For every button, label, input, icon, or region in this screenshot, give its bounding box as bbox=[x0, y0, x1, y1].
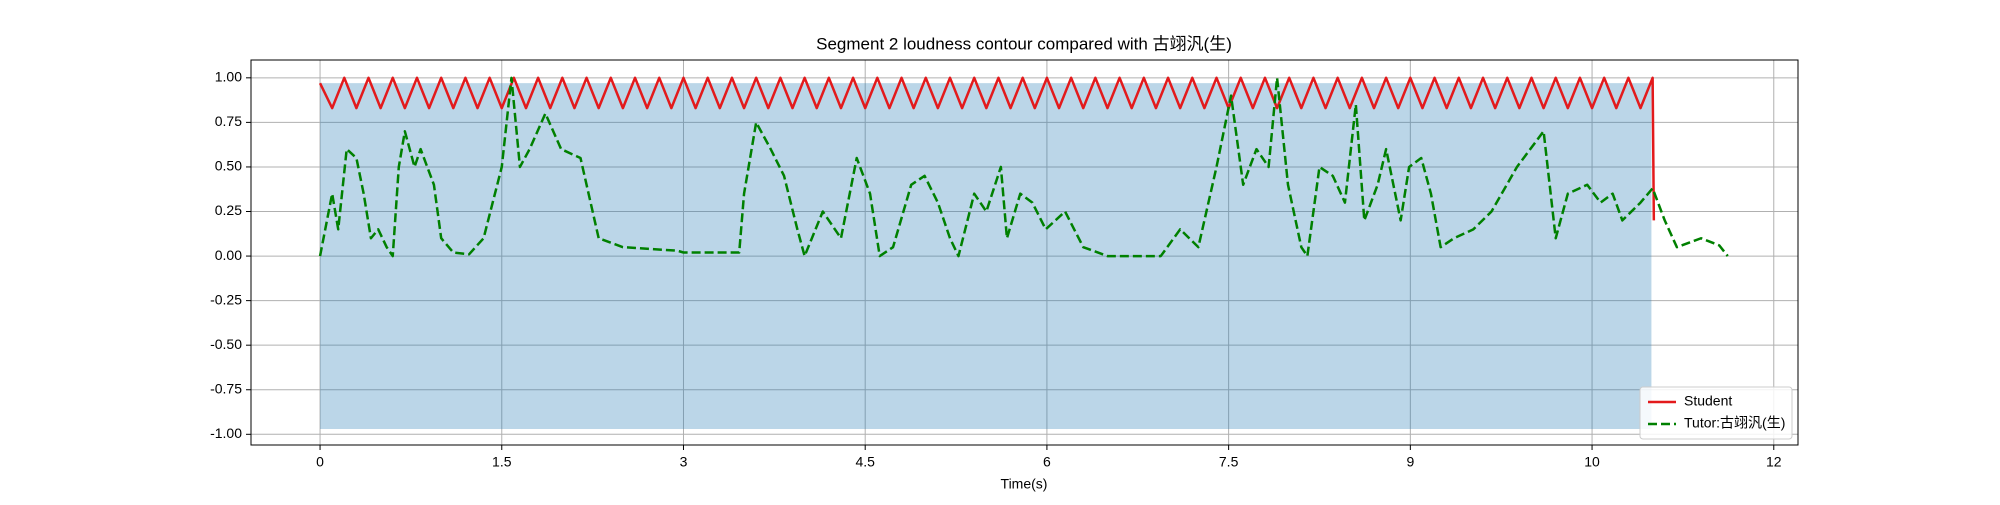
y-tick-label: 1.00 bbox=[215, 69, 242, 85]
x-tick-label: 1.5 bbox=[492, 454, 512, 470]
y-tick-label: -0.75 bbox=[210, 380, 242, 396]
x-tick-label: 12 bbox=[1766, 454, 1782, 470]
y-tick-label: -0.50 bbox=[210, 336, 242, 352]
x-tick-label: 4.5 bbox=[855, 454, 875, 470]
x-tick-label: 0 bbox=[316, 454, 324, 470]
x-tick-label: 7.5 bbox=[1219, 454, 1239, 470]
legend-label: Tutor:古翊汎(生) bbox=[1684, 415, 1785, 431]
x-tick-label: 3 bbox=[680, 454, 688, 470]
x-tick-label: 9 bbox=[1406, 454, 1414, 470]
y-tick-label: -1.00 bbox=[210, 425, 242, 441]
series-line bbox=[318, 76, 1656, 221]
x-tick-label: 6 bbox=[1043, 454, 1051, 470]
legend-label: Student bbox=[1684, 393, 1732, 409]
chart-title: Segment 2 loudness contour compared with… bbox=[816, 34, 1232, 53]
y-tick-label: 0.50 bbox=[215, 158, 242, 174]
plot-frame bbox=[250, 59, 1799, 446]
y-tick-label: 0.00 bbox=[215, 247, 242, 263]
y-tick-label: -0.25 bbox=[210, 291, 242, 307]
waveform bbox=[320, 83, 1652, 429]
y-tick-label: 0.75 bbox=[215, 113, 242, 129]
series-line bbox=[318, 76, 1729, 258]
x-axis-label: Time(s) bbox=[1001, 476, 1048, 492]
x-tick-label: 10 bbox=[1584, 454, 1600, 470]
legend-box bbox=[1639, 386, 1793, 440]
y-tick-label: 0.25 bbox=[215, 202, 242, 218]
